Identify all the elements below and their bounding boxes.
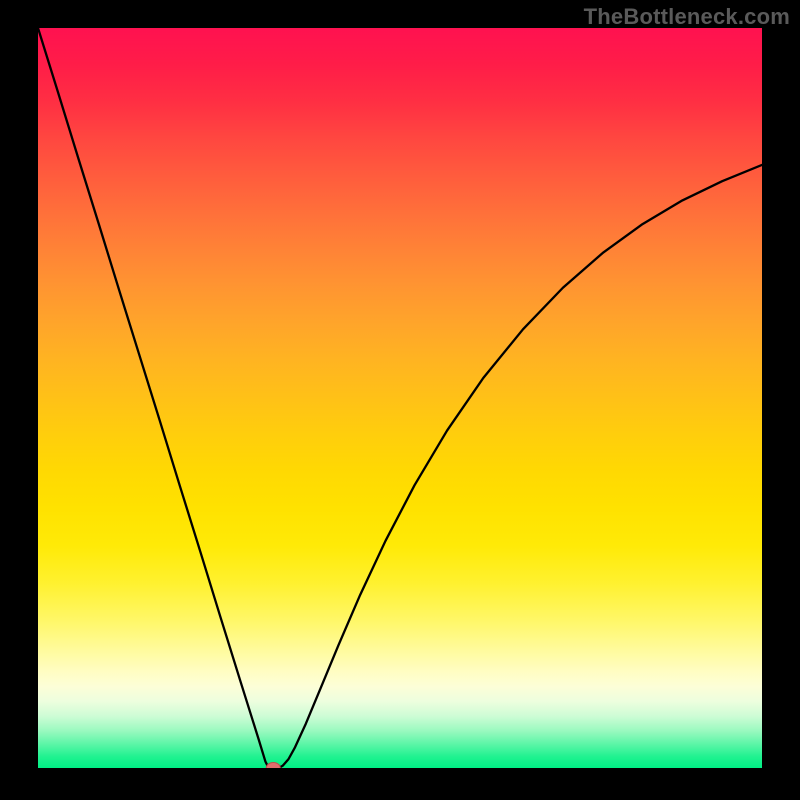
- gradient-background: [38, 28, 762, 768]
- watermark-label: TheBottleneck.com: [584, 4, 790, 30]
- chart-frame: TheBottleneck.com: [0, 0, 800, 800]
- bottleneck-chart: [38, 28, 762, 768]
